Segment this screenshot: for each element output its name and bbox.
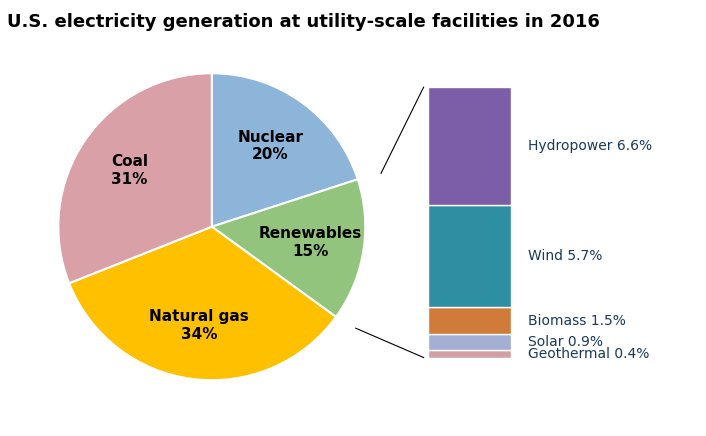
Text: Renewables
15%: Renewables 15% [258, 226, 362, 259]
Text: Hydropower 6.6%: Hydropower 6.6% [528, 139, 652, 153]
Bar [428, 334, 511, 351]
Bar [428, 307, 511, 334]
Bar [428, 205, 511, 307]
Text: Solar 0.9%: Solar 0.9% [528, 335, 603, 349]
Wedge shape [59, 73, 212, 283]
Text: Nuclear
20%: Nuclear 20% [237, 130, 304, 162]
Text: Wind 5.7%: Wind 5.7% [528, 249, 603, 263]
Text: Natural gas
34%: Natural gas 34% [150, 310, 249, 342]
Bar [428, 87, 511, 205]
Text: U.S. electricity generation at utility-scale facilities in 2016: U.S. electricity generation at utility-s… [7, 13, 600, 31]
Text: Biomass 1.5%: Biomass 1.5% [528, 314, 626, 328]
Wedge shape [212, 73, 358, 227]
Bar [428, 351, 511, 358]
Wedge shape [212, 179, 365, 317]
Text: Geothermal 0.4%: Geothermal 0.4% [528, 347, 650, 361]
Text: Coal
31%: Coal 31% [111, 154, 148, 187]
Wedge shape [69, 227, 336, 380]
